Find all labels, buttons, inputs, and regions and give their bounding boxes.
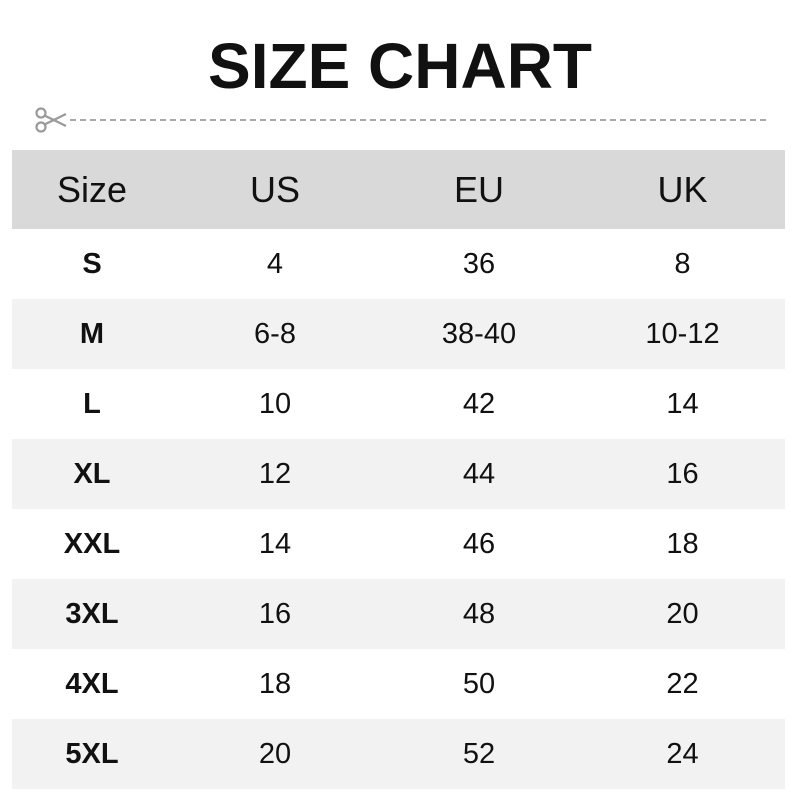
cell-uk: 16 [666,457,699,490]
table-row: L 10 42 14 [12,369,785,439]
cut-line [34,106,774,134]
dashed-line [70,119,766,121]
cell-size: L [83,387,101,420]
header-size: Size [56,168,128,210]
cell-uk: 22 [666,667,699,700]
cell-eu: 44 [462,457,496,490]
table-row: S 4 36 8 [12,229,785,299]
cell-us: 4 [266,247,284,280]
cell-eu: 52 [462,737,496,770]
cell-size: XL [73,457,111,490]
table-row: 5XL 20 52 24 [12,719,785,789]
cell-size: XXL [63,527,121,560]
cell-eu: 42 [462,387,496,420]
cell-uk: 18 [666,527,699,560]
header-us: US [249,168,300,210]
cell-us: 12 [258,457,292,490]
cell-uk: 20 [666,597,699,630]
table-row: 3XL 16 48 20 [12,579,785,649]
cell-us: 20 [258,737,292,770]
table-row: XL 12 44 16 [12,439,785,509]
cell-us: 6-8 [254,317,296,350]
cell-eu: 50 [462,667,496,700]
cell-eu: 38-40 [441,317,517,350]
scissors-icon [35,107,67,133]
cell-us: 16 [258,597,292,630]
size-table: Size US EU UK S 4 36 8 M 6-8 38-40 10-12 L 10 42 14… [12,150,785,789]
cell-uk: 24 [666,737,699,770]
cell-size: 4XL [65,667,119,700]
cell-us: 18 [258,667,292,700]
cell-eu: 48 [462,597,496,630]
header-eu: EU [453,168,504,210]
cell-uk: 10-12 [645,317,720,350]
table-row: XXL 14 46 18 [12,509,785,579]
table-header-row: Size US EU UK [12,150,785,229]
table-row: M 6-8 38-40 10-12 [12,299,785,369]
cell-size: 3XL [65,597,119,630]
cell-size: M [79,317,105,350]
cell-us: 10 [258,387,292,420]
page-title: SIZE CHART [208,30,592,102]
cell-eu: 36 [462,247,496,280]
cell-uk: 14 [666,387,699,420]
cell-uk: 8 [674,247,691,280]
cell-size: 5XL [65,737,119,770]
header-uk: UK [657,168,708,210]
table-row: 4XL 18 50 22 [12,649,785,719]
cell-size: S [82,247,102,280]
cell-us: 14 [258,527,292,560]
cell-eu: 46 [462,527,496,560]
